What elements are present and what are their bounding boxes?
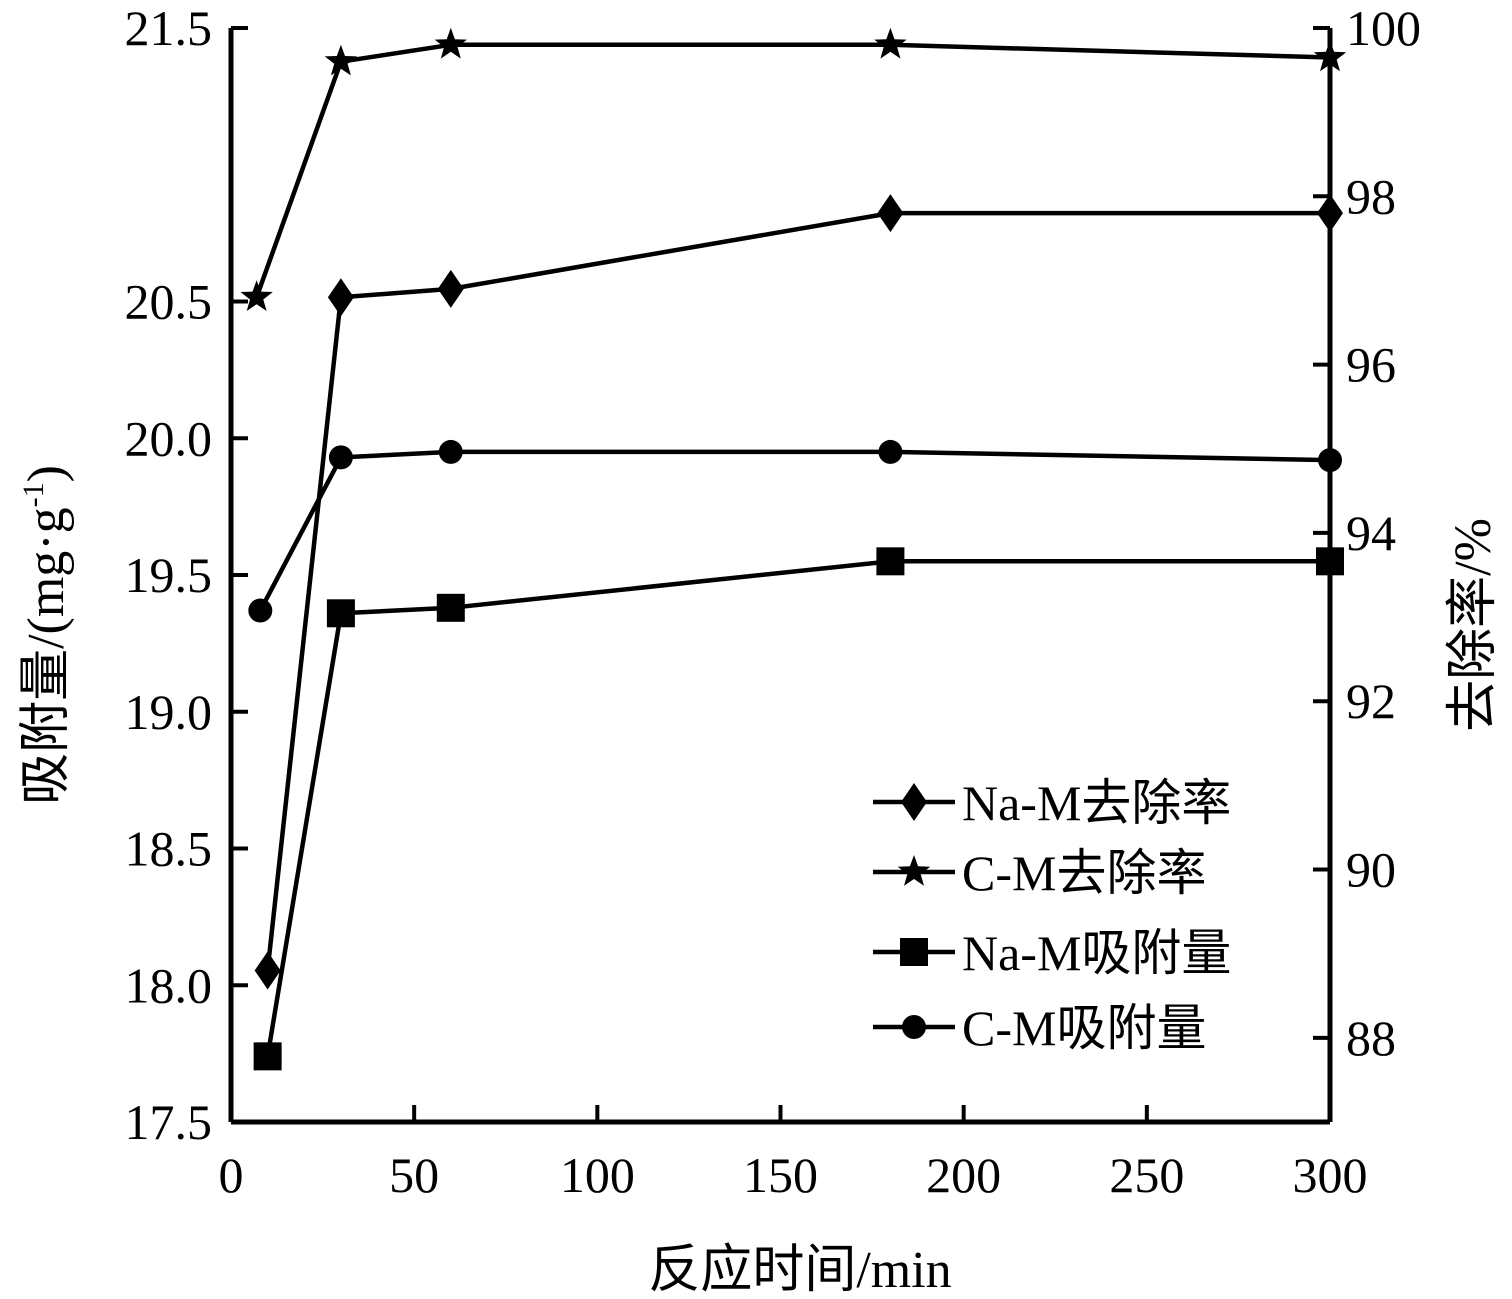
right-y-tick-label: 100 — [1346, 0, 1421, 56]
legend-label: Na-M吸附量 — [962, 925, 1231, 981]
data-point-star — [1313, 40, 1347, 72]
x-ticks: 0 50 100 150 200 250 300 — [219, 1105, 1368, 1203]
series-line — [258, 449, 1331, 612]
series-line — [254, 42, 1331, 299]
left-y-axis-title: 吸附量/(mg·g-1) — [17, 465, 75, 805]
left-y-tick-label: 20.5 — [125, 274, 213, 330]
data-point-square — [326, 599, 355, 628]
legend-marker-star — [897, 855, 931, 886]
data-point-diamond — [327, 278, 354, 317]
data-point-circle — [1318, 448, 1342, 473]
data-point-square — [253, 1042, 282, 1071]
data-point-diamond — [877, 194, 904, 233]
legend-marker-diamond — [901, 783, 927, 821]
data-point-circle — [438, 439, 463, 464]
right-y-tick-label: 88 — [1346, 1010, 1396, 1066]
left-y-axis-title-sup: -1 — [17, 482, 50, 507]
data-point-circle — [248, 598, 273, 623]
legend-marker-circle — [902, 1015, 926, 1039]
x-tick-label: 150 — [743, 1147, 818, 1203]
data-point-star — [240, 280, 273, 311]
left-y-tick-label: 19.5 — [125, 547, 213, 603]
right-y-tick-label: 98 — [1346, 168, 1396, 224]
left-y-ticks: 17.5 18.0 18.5 19.0 19.5 20.0 20.5 21.5 — [125, 0, 248, 1150]
data-point-circle — [878, 439, 903, 464]
left-y-tick-label: 17.5 — [125, 1094, 213, 1150]
data-point-square — [436, 593, 465, 622]
left-y-tick-label: 19.0 — [125, 684, 213, 740]
left-y-axis-title-close: ) — [18, 465, 75, 482]
data-point-star — [874, 27, 907, 59]
x-tick-label: 100 — [560, 1147, 635, 1203]
right-y-ticks: 88 90 92 94 96 98 100 — [1313, 0, 1421, 1066]
x-tick-label: 250 — [1109, 1147, 1184, 1203]
data-point-diamond — [1317, 194, 1343, 233]
left-y-axis-title-main: 吸附量/(mg·g — [18, 507, 75, 805]
x-axis-title: 反应时间/min — [648, 1242, 951, 1299]
data-point-square — [876, 547, 905, 576]
left-y-tick-label: 21.5 — [125, 0, 213, 56]
legend-label: Na-M去除率 — [962, 775, 1231, 831]
legend-label: C-M去除率 — [962, 845, 1206, 901]
x-tick-label: 0 — [219, 1147, 244, 1203]
left-y-tick-label: 18.0 — [125, 957, 213, 1013]
data-point-circle — [328, 445, 353, 470]
legend-label: C-M吸附量 — [962, 1000, 1206, 1056]
legend: Na-M去除率 C-M去除率 Na-M吸附量 C-M吸附量 — [873, 775, 1231, 1056]
x-tick-label: 50 — [389, 1147, 439, 1203]
data-point-diamond — [254, 951, 281, 990]
right-y-axis-title: 去除率/% — [1445, 518, 1502, 732]
right-y-tick-label: 96 — [1346, 337, 1396, 393]
x-tick-label: 300 — [1293, 1147, 1368, 1203]
data-point-star — [324, 44, 358, 76]
left-y-tick-label: 18.5 — [125, 821, 213, 877]
series-layer — [240, 27, 1347, 1071]
legend-marker-square — [900, 938, 928, 966]
data-point-square — [1316, 547, 1344, 576]
data-point-diamond — [437, 269, 464, 308]
right-y-tick-label: 90 — [1346, 842, 1396, 898]
left-y-tick-label: 20.0 — [125, 410, 213, 466]
x-tick-label: 200 — [926, 1147, 1001, 1203]
right-y-tick-label: 94 — [1346, 505, 1396, 561]
data-point-star — [434, 27, 467, 59]
right-y-tick-label: 92 — [1346, 673, 1396, 729]
